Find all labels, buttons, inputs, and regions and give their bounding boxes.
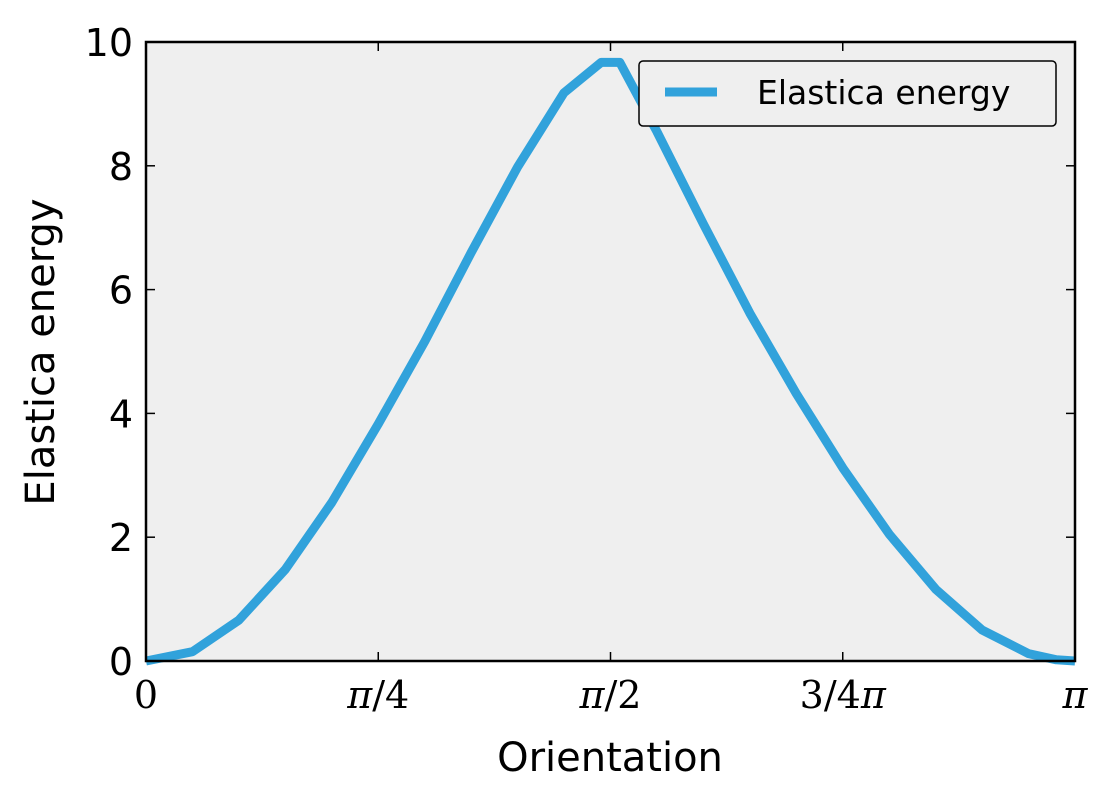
x-tick-labels: 0 π/4 π/2 3/4π π [134,673,1089,717]
legend: Elastica energy [638,60,1057,127]
y-tick-label: 6 [109,269,133,313]
x-tick-label: 0 [134,673,158,717]
series-layer [145,57,1076,666]
legend-box [638,60,1057,127]
y-tick-label: 0 [109,640,133,684]
x-tick-label: π/4 [346,673,409,717]
x-tick-label: 3/4π [800,673,887,717]
x-tick-label: π [1062,673,1089,717]
x-axis-label: Orientation [497,735,723,781]
y-tick-label: 2 [109,516,133,560]
y-tick-label: 4 [109,392,133,436]
y-axis-label: Elastica energy [18,198,64,505]
series-line-elastica-energy [145,57,1076,666]
y-tick-labels: 0 2 4 6 8 10 [85,21,133,684]
plot-frame [144,40,1077,663]
legend-label: Elastica energy [757,73,1010,112]
plot-area [146,42,1075,661]
y-tick-label: 10 [85,21,133,65]
x-tick-label: π/2 [579,673,642,717]
y-tick-label: 8 [109,145,133,189]
